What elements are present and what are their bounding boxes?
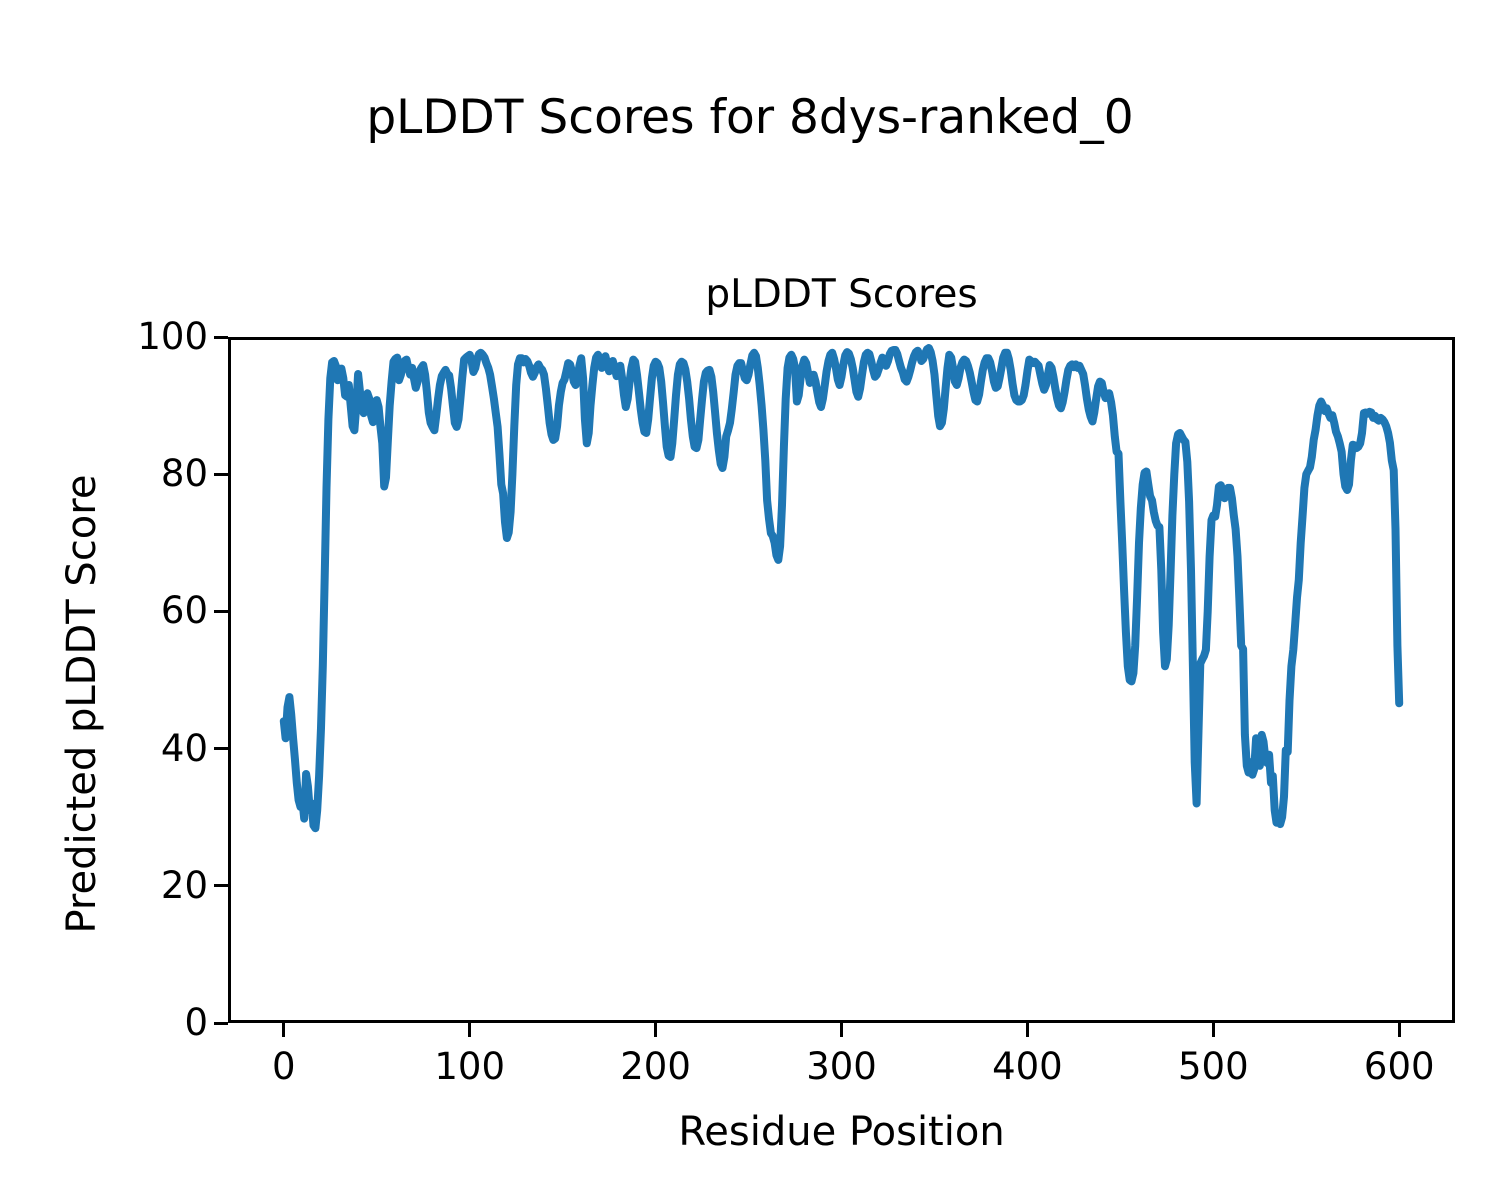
y-tick-mark [214,747,228,751]
x-tick-label: 100 [434,1045,505,1088]
y-axis-label: Predicted pLDDT Score [59,474,105,934]
y-tick-mark [214,472,228,476]
y-tick-label: 0 [184,1001,208,1044]
plot-area [279,344,1404,833]
x-tick-mark [840,1023,843,1037]
y-tick-label: 40 [160,726,208,770]
x-tick-mark [1211,1023,1215,1037]
y-tick-label: 100 [137,315,208,358]
x-tick-label: 0 [271,1045,296,1088]
x-tick-label: 600 [1363,1045,1435,1088]
y-tick-label: 60 [160,589,208,633]
axes-spines [228,337,1455,1023]
y-tick-mark [214,884,228,888]
x-tick-mark [1397,1023,1401,1037]
x-tick-label: 500 [1178,1045,1249,1088]
x-tick-label: 300 [806,1045,877,1088]
plddt-line [279,344,1404,833]
x-tick-label: 200 [620,1045,691,1088]
y-tick-label: 20 [160,863,208,907]
x-tick-mark [282,1023,286,1037]
x-tick-mark [654,1023,658,1037]
figure-title: pLDDT Scores for 8dys-ranked_0 [366,90,1134,145]
y-tick-mark [214,335,228,339]
y-tick-mark [214,1021,228,1025]
x-tick-mark [468,1023,472,1037]
y-tick-mark [214,609,228,613]
x-axis-label: Residue Position [678,1109,1005,1155]
x-tick-mark [1025,1023,1029,1037]
axes-title: pLDDT Scores [705,272,978,317]
y-tick-label: 80 [160,452,208,496]
x-tick-label: 400 [992,1045,1063,1088]
